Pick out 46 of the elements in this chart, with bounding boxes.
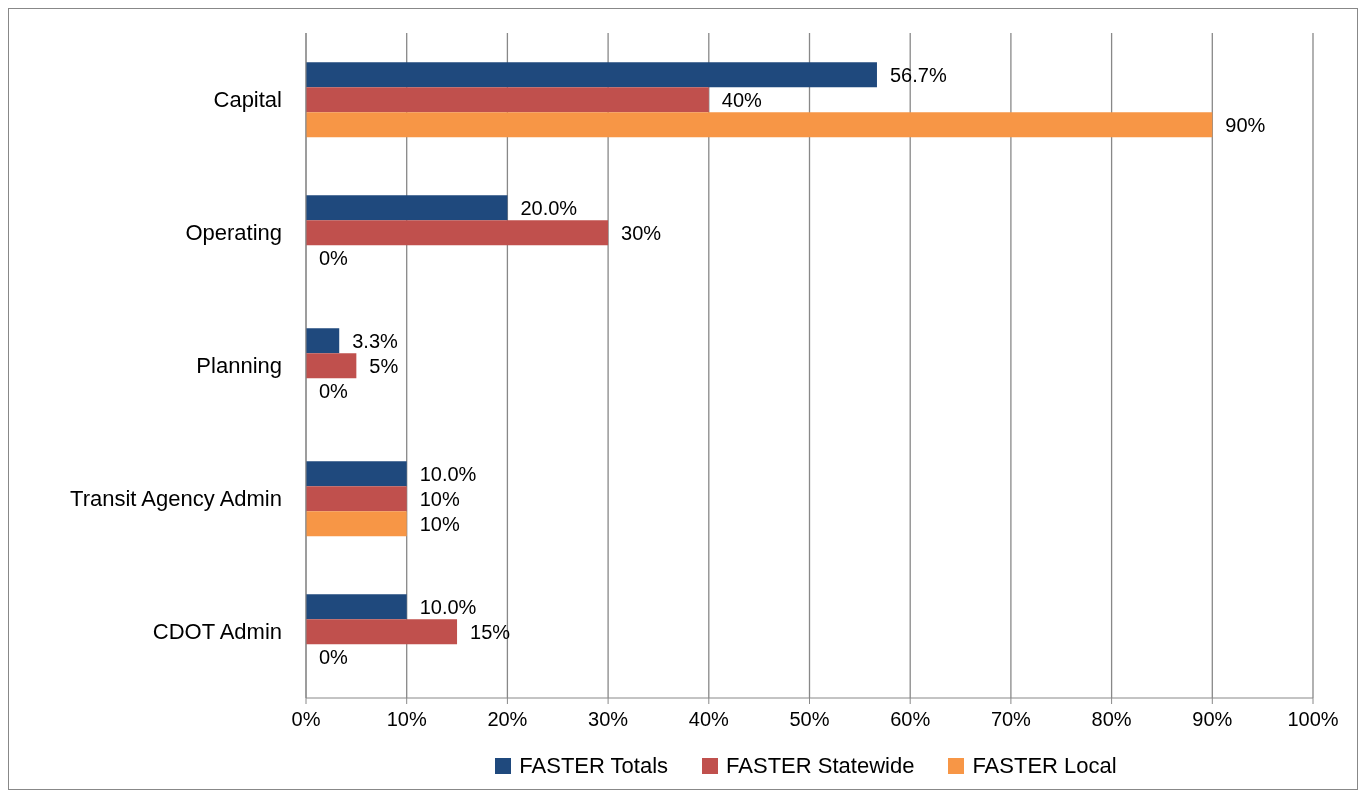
data-label: 30% [621,221,662,244]
bar [306,328,340,354]
data-label: 10% [419,512,460,535]
bar [306,594,407,620]
x-tick-label: 30% [588,708,629,731]
y-tick-label: Capital [213,87,282,113]
x-tick-label: 10% [386,708,427,731]
data-label: 0% [319,379,349,402]
x-tick-label: 60% [890,708,931,731]
y-tick-label: Planning [196,353,282,379]
data-label: 0% [319,246,349,269]
bar [306,112,1213,138]
y-tick-label: Transit Agency Admin [70,486,282,512]
x-tick-label: 90% [1192,708,1233,731]
legend-label: FASTER Statewide [726,753,915,779]
bar [306,461,407,487]
bar [306,62,877,88]
legend-label: FASTER Local [972,753,1117,779]
x-tick-label: 80% [1091,708,1132,731]
x-tick-label: 20% [487,708,528,731]
x-tick-label: 50% [789,708,830,731]
data-label: 10% [419,487,460,510]
bar [306,87,709,113]
bar [306,220,609,246]
data-label: 0% [319,645,349,668]
x-tick-label: 40% [688,708,730,731]
bar [306,486,407,512]
data-label: 40% [721,88,763,111]
legend-label: FASTER Totals [519,753,669,779]
bar [306,511,407,537]
bar [306,195,508,221]
data-label: 5% [369,354,399,377]
y-tick-label: Operating [185,220,282,246]
x-tick-label: 0% [291,708,321,731]
data-label: 20.0% [520,196,578,219]
data-label: 3.3% [352,329,399,352]
data-label: 56.7% [889,63,947,86]
data-label: 15% [470,620,511,643]
data-label: 90% [1225,113,1266,136]
x-tick-label: 70% [990,708,1032,731]
data-label: 10.0% [419,462,477,485]
x-tick-label: 100% [1287,708,1339,731]
y-tick-label: CDOT Admin [152,619,282,645]
data-label: 10.0% [419,595,477,618]
bar [306,619,458,645]
bar [306,353,357,379]
